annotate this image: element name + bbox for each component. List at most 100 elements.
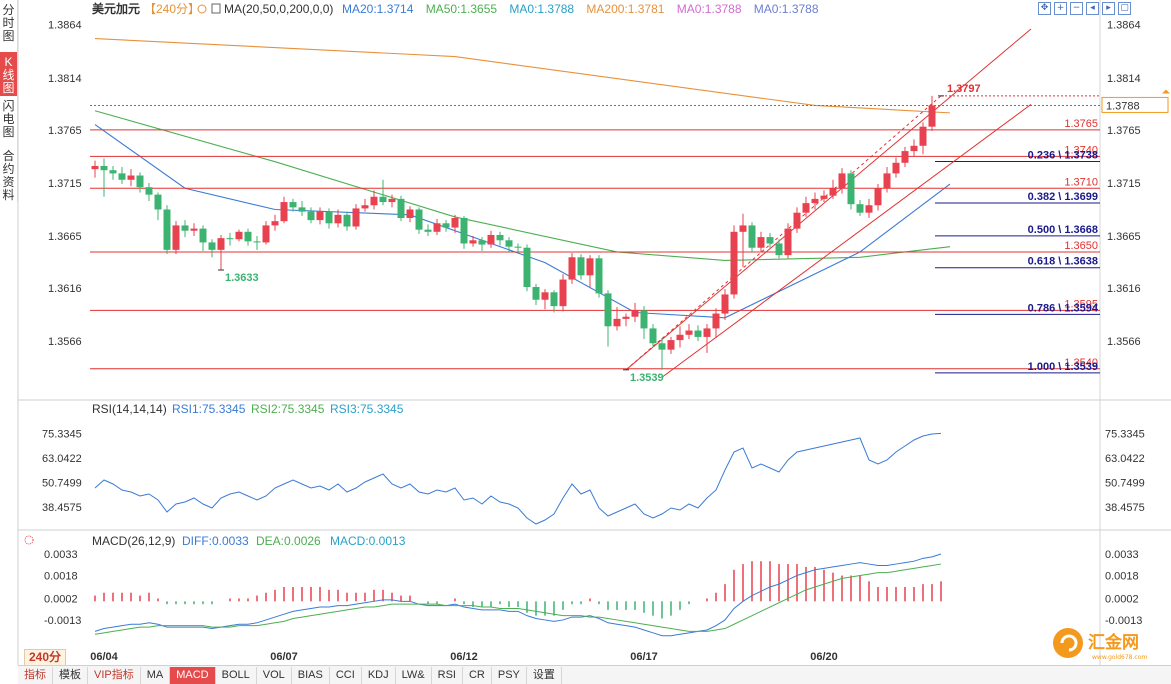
rsi-left-tick: 50.7499 bbox=[42, 478, 82, 490]
ma-line-ma200 bbox=[94, 37, 951, 114]
indicator-tab-1[interactable]: 模板 bbox=[53, 666, 88, 684]
candle-body bbox=[316, 211, 324, 221]
indicator-tab-0[interactable]: 指标 bbox=[18, 666, 53, 684]
candle-body bbox=[775, 243, 783, 256]
candle-body bbox=[676, 334, 684, 341]
left-price-tick: 1.3765 bbox=[48, 125, 82, 137]
rsi-right-tick: 38.4575 bbox=[1105, 502, 1145, 514]
rsi-right-tick: 50.7499 bbox=[1105, 478, 1145, 490]
candle-body bbox=[874, 188, 882, 206]
ma-line-ma20 bbox=[94, 124, 951, 319]
rsi-right-tick: 75.3345 bbox=[1105, 428, 1145, 440]
indicator-tab-12[interactable]: CR bbox=[463, 666, 492, 684]
rsi-title: RSI(14,14,14) bbox=[92, 402, 167, 416]
right-price-tick: 1.3566 bbox=[1107, 336, 1141, 348]
side-tab-3[interactable]: 合约资料 bbox=[0, 146, 18, 202]
candle-body bbox=[370, 196, 378, 206]
candle-body bbox=[307, 211, 315, 221]
candle-body bbox=[253, 241, 261, 243]
left-price-tick: 1.3864 bbox=[48, 20, 82, 32]
candle-body bbox=[352, 208, 360, 227]
candle-body bbox=[505, 240, 513, 247]
macd-title: MACD(26,12,9) bbox=[92, 534, 175, 548]
candle-body bbox=[262, 225, 270, 243]
indicator-tab-7[interactable]: BIAS bbox=[292, 666, 330, 684]
candle-body bbox=[154, 194, 162, 210]
restore-icon[interactable]: ▢ bbox=[1118, 2, 1131, 15]
macd-dea-line bbox=[94, 563, 942, 635]
candle-body bbox=[595, 258, 603, 294]
indicator-tab-3[interactable]: MA bbox=[141, 666, 171, 684]
candle-body bbox=[892, 162, 900, 174]
side-tab-2[interactable]: 闪电图 bbox=[0, 96, 18, 146]
candle-body bbox=[910, 145, 918, 152]
candle-body bbox=[163, 209, 171, 250]
svg-text:www.gold678.com: www.gold678.com bbox=[1092, 654, 1147, 661]
toolbar-icons: ✥ + − ◂ ▸ ▢ bbox=[1038, 2, 1131, 16]
fib-label-3: 0.618 \ 1.3638 bbox=[1028, 256, 1098, 268]
left-price-tick: 1.3665 bbox=[48, 231, 82, 243]
indicator-tab-13[interactable]: PSY bbox=[492, 666, 527, 684]
candle-body bbox=[685, 330, 693, 335]
date-tick-3: 06/17 bbox=[630, 651, 658, 663]
move-icon[interactable]: ✥ bbox=[1038, 2, 1051, 15]
rsi-right-tick: 63.0422 bbox=[1105, 453, 1145, 465]
date-tick-2: 06/12 bbox=[450, 651, 478, 663]
left-price-tick: 1.3566 bbox=[48, 336, 82, 348]
gold678-logo: 汇金网 www.gold678.com bbox=[1052, 626, 1164, 662]
macd-legend-1: DEA:0.0026 bbox=[256, 534, 321, 548]
candle-body bbox=[640, 310, 648, 329]
side-tab-1[interactable]: K线图 bbox=[0, 52, 18, 96]
left-price-tick: 1.3616 bbox=[48, 283, 82, 295]
candle-body bbox=[172, 225, 180, 250]
candle-body bbox=[208, 242, 216, 250]
indicator-tab-10[interactable]: LW& bbox=[396, 666, 432, 684]
candle-body bbox=[469, 240, 477, 244]
support-label-0: 1.3765 bbox=[1064, 118, 1098, 130]
candle-body bbox=[127, 175, 135, 180]
right-price-tick: 1.3864 bbox=[1107, 20, 1141, 32]
ma-line-ma50 bbox=[94, 110, 951, 262]
candle-body bbox=[811, 198, 819, 204]
candle-body bbox=[586, 258, 594, 276]
zoom-in-icon[interactable]: + bbox=[1054, 2, 1067, 15]
scroll-left-icon[interactable]: ◂ bbox=[1086, 2, 1099, 15]
left-price-tick: 1.3715 bbox=[48, 178, 82, 190]
macd-right-tick: 0.0002 bbox=[1105, 593, 1139, 605]
candle-body bbox=[271, 221, 279, 226]
extreme-label-1: 1.3539 bbox=[630, 372, 664, 384]
macd-left-tick: -0.0013 bbox=[44, 615, 81, 627]
candle-body bbox=[181, 225, 189, 231]
macd-left-tick: 0.0018 bbox=[44, 571, 78, 583]
scroll-right-icon[interactable]: ▸ bbox=[1102, 2, 1115, 15]
candle-body bbox=[199, 228, 207, 243]
indicator-tab-8[interactable]: CCI bbox=[330, 666, 362, 684]
candle-body bbox=[388, 198, 396, 203]
candle-body bbox=[541, 292, 549, 300]
macd-left-tick: 0.0002 bbox=[44, 593, 78, 605]
extreme-label-2: 1.3797 bbox=[947, 83, 981, 95]
candle-body bbox=[694, 330, 702, 337]
candle-body bbox=[334, 214, 342, 224]
candle-body bbox=[145, 187, 153, 195]
zoom-out-icon[interactable]: − bbox=[1070, 2, 1083, 15]
indicator-tab-6[interactable]: VOL bbox=[257, 666, 292, 684]
side-tab-0[interactable]: 分时图 bbox=[0, 0, 18, 52]
indicator-tab-2[interactable]: VIP指标 bbox=[88, 666, 141, 684]
indicator-tab-9[interactable]: KDJ bbox=[362, 666, 396, 684]
indicator-tab-5[interactable]: BOLL bbox=[216, 666, 257, 684]
indicator-icon bbox=[211, 3, 221, 14]
macd-left-tick: 0.0033 bbox=[44, 549, 78, 561]
candle-body bbox=[721, 294, 729, 314]
date-tick-4: 06/20 bbox=[810, 651, 838, 663]
indicator-tab-11[interactable]: RSI bbox=[432, 666, 463, 684]
candle-body bbox=[658, 343, 666, 350]
candle-body bbox=[280, 202, 288, 222]
support-label-5: 1.3540 bbox=[1064, 357, 1098, 369]
period-selector[interactable]: 240分 bbox=[24, 649, 67, 666]
candle-body bbox=[631, 310, 639, 317]
indicator-tab-4[interactable]: MACD bbox=[170, 666, 216, 684]
indicator-tab-14[interactable]: 设置 bbox=[527, 666, 562, 684]
